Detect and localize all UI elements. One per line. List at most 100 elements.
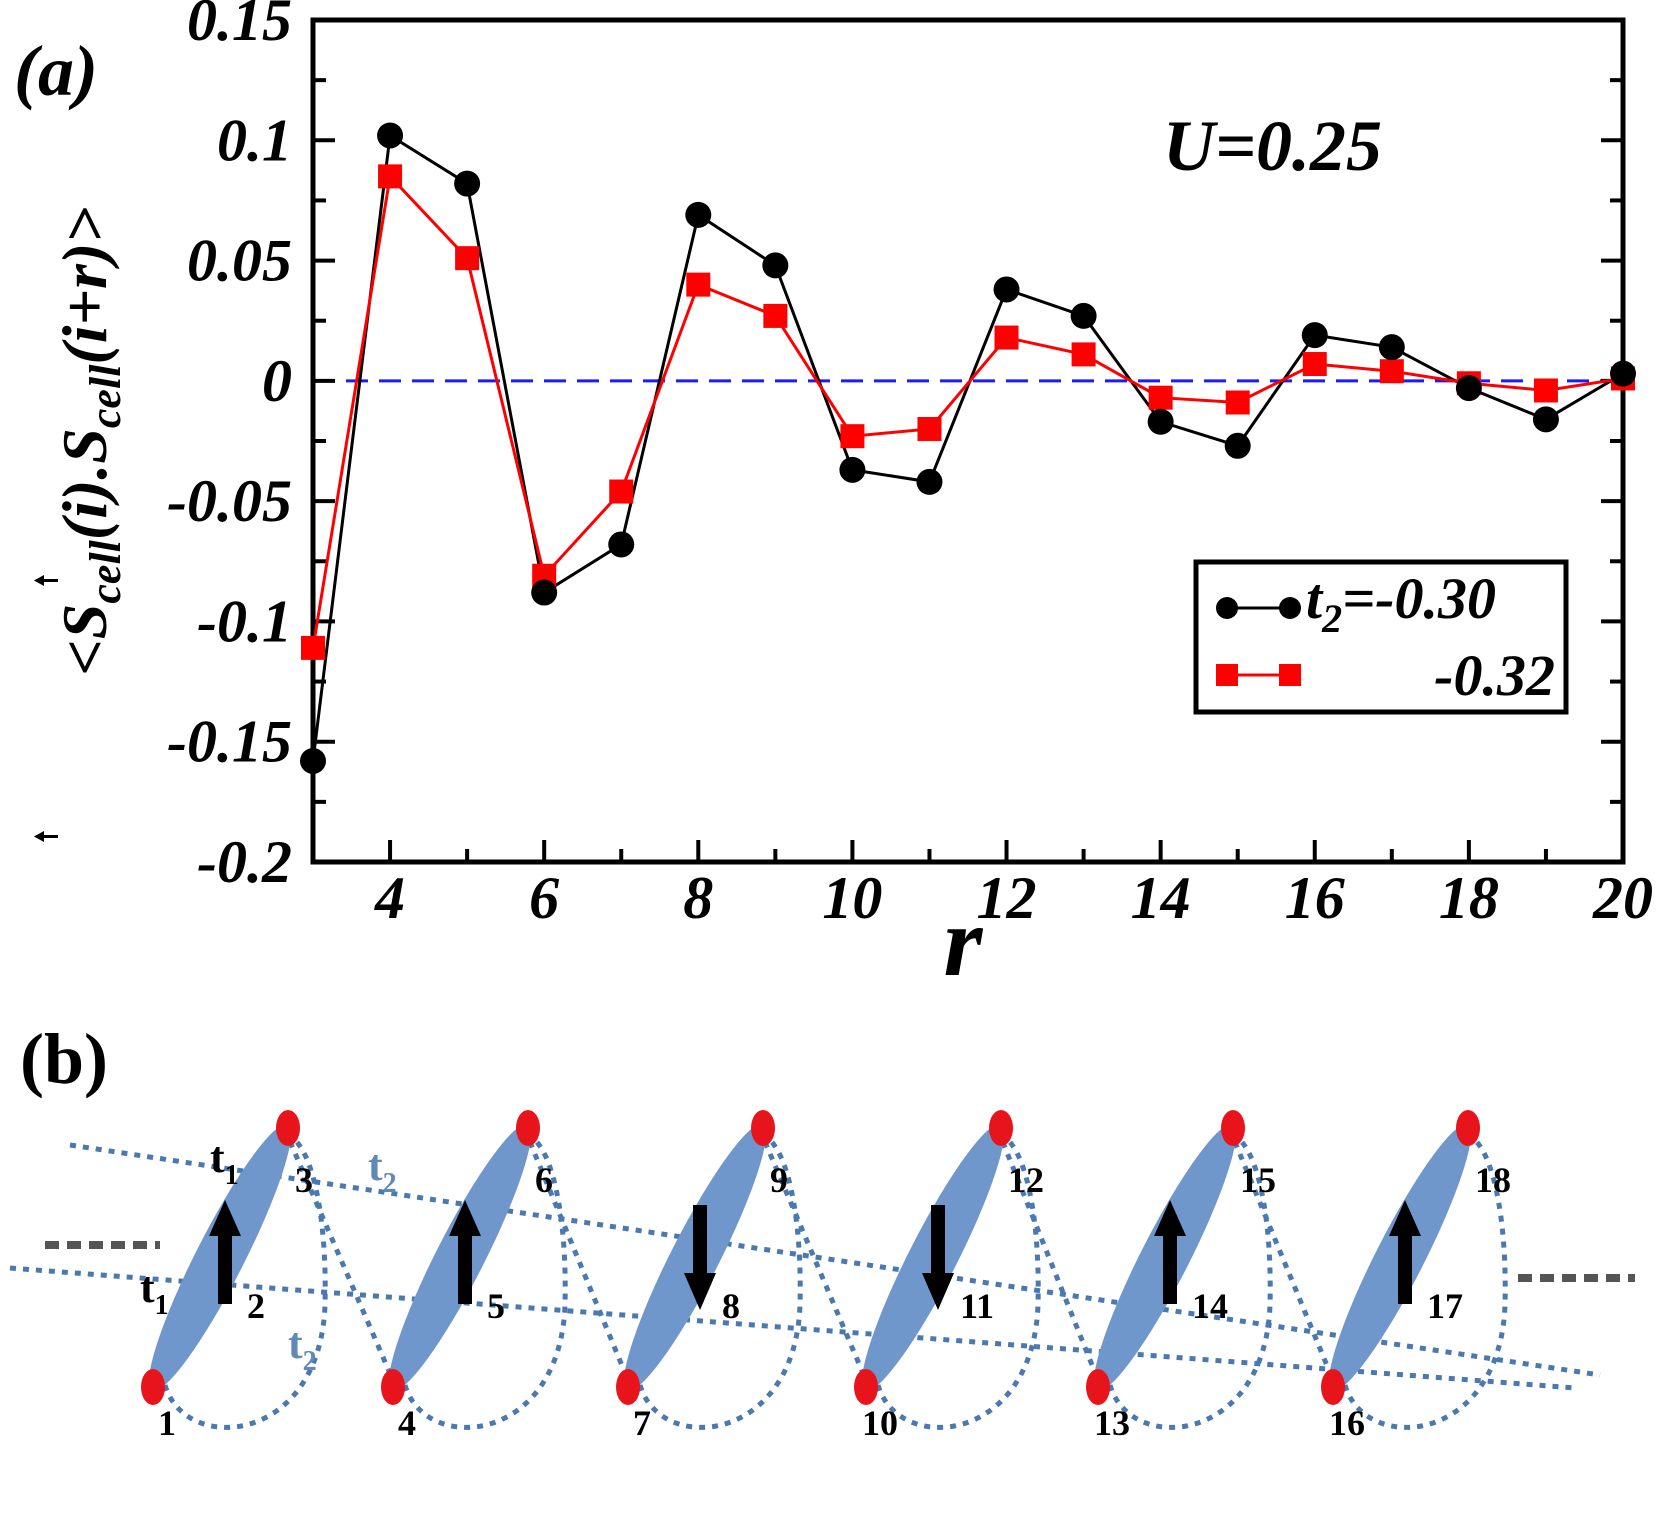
spin-up-arrow-icon <box>1389 1200 1421 1236</box>
hopping-label-t2-bottom: t2 <box>288 1319 317 1377</box>
panel-b-label: (b) <box>20 1019 108 1099</box>
intra-cell-loop-bond <box>1342 1138 1508 1430</box>
lattice-site <box>854 1369 878 1405</box>
hopping-label-t2-top: t2 <box>368 1141 397 1199</box>
legend-marker-black-circle <box>1216 597 1238 619</box>
spin-up-arrow-icon <box>1154 1200 1186 1236</box>
lattice-site <box>516 1110 540 1146</box>
y-tick-label: -0.1 <box>197 588 292 654</box>
ylabel-s2: S <box>49 428 120 464</box>
spin-down-arrow-icon <box>922 1273 954 1310</box>
data-point-series-2 <box>763 303 788 328</box>
legend-marker-black-circle <box>1279 597 1301 619</box>
legend-entry-1: t2=-0.30 <box>1306 566 1496 641</box>
data-point-series-2 <box>378 164 403 189</box>
legend-marker-red-square <box>1216 664 1238 686</box>
x-tick-label: 20 <box>1592 865 1653 931</box>
y-tick-label: -0.2 <box>197 829 292 895</box>
y-tick-label: 0.05 <box>187 228 292 294</box>
x-axis-label: r <box>944 886 984 997</box>
series-layer <box>300 122 1636 774</box>
spin-up-arrow-icon <box>1398 1232 1412 1304</box>
x-tick-label: 14 <box>1131 865 1191 931</box>
data-point-series-2 <box>1071 342 1096 367</box>
panel-a-chart: (a) 4 6 8 10 12 14 16 18 20 0.15 0.1 0.05 0 -0.05 -0.… <box>14 0 1653 997</box>
site-label: 7 <box>633 1403 651 1443</box>
panel-a-label: (a) <box>14 31 98 111</box>
legend-series-1-label: =-0.30 <box>1342 566 1496 631</box>
site-label: 14 <box>1192 1286 1228 1326</box>
data-point-series-1 <box>300 747 326 774</box>
site-label: 13 <box>1094 1403 1130 1443</box>
data-point-series-2 <box>301 635 325 660</box>
legend-series-2-label: -0.32 <box>1434 643 1555 708</box>
y-tick-label: 0.15 <box>187 0 292 53</box>
lattice-site <box>751 1110 775 1146</box>
spin-down-arrow-icon <box>693 1205 707 1277</box>
site-label: 17 <box>1427 1286 1463 1326</box>
ylabel-s1: S <box>49 604 120 640</box>
intra-cell-loop-bond <box>1107 1138 1273 1430</box>
legend: t2=-0.30 -0.32 <box>1193 559 1569 715</box>
svg-text:<Scell(i).Scell(i+r)>: <Scell(i).Scell(i+r)> <box>49 206 130 675</box>
y-axis-ticks <box>313 18 1623 864</box>
lattice-site <box>381 1369 405 1405</box>
data-point-series-1 <box>762 252 789 279</box>
ylabel-arg1: (i). <box>49 464 120 540</box>
spin-up-arrow-icon <box>218 1232 232 1304</box>
x-axis-ticks <box>311 840 1625 862</box>
y-tick-label: -0.05 <box>167 468 292 534</box>
data-point-series-1 <box>1532 406 1559 433</box>
data-point-series-1 <box>1610 360 1636 387</box>
data-point-series-1 <box>685 201 712 228</box>
site-label: 12 <box>1008 1160 1044 1200</box>
x-tick-label: 6 <box>529 865 559 931</box>
x-tick-label: 12 <box>977 865 1037 931</box>
ylabel-sub1: cell <box>81 539 130 603</box>
lattice-site <box>1221 1110 1245 1146</box>
data-point-series-2 <box>1379 359 1404 384</box>
site-label: 9 <box>770 1160 788 1200</box>
data-point-series-1 <box>1455 375 1482 402</box>
spin-up-arrow-icon <box>209 1200 241 1236</box>
site-label: 1 <box>158 1403 176 1443</box>
u-annotation: U=0.25 <box>1163 106 1382 186</box>
spin-up-arrow-icon <box>458 1232 472 1304</box>
intra-cell-loop-bond <box>162 1138 328 1430</box>
site-label: 11 <box>960 1286 994 1326</box>
spin-up-arrow-icon <box>449 1200 481 1236</box>
site-label: 6 <box>535 1160 553 1200</box>
data-point-series-1 <box>608 531 635 558</box>
y-tick-label: -0.15 <box>167 709 292 775</box>
data-point-series-2 <box>455 246 480 271</box>
x-tick-label: 18 <box>1439 865 1499 931</box>
data-point-series-2 <box>1533 378 1558 403</box>
site-label: 8 <box>722 1286 740 1326</box>
data-point-series-2 <box>994 325 1019 350</box>
intra-cell-loop-bond <box>637 1138 803 1430</box>
x-tick-label: 16 <box>1285 865 1345 931</box>
data-point-series-1 <box>1378 334 1405 361</box>
data-point-series-2 <box>1302 352 1327 377</box>
data-point-series-1 <box>1070 302 1097 329</box>
site-label: 16 <box>1329 1403 1365 1443</box>
x-tick-label: 8 <box>683 865 713 931</box>
lattice-site <box>616 1369 640 1405</box>
spin-up-arrow-icon <box>1163 1232 1177 1304</box>
site-label: 4 <box>398 1403 416 1443</box>
lattice-site <box>989 1110 1013 1146</box>
spin-down-arrow-icon <box>931 1205 945 1277</box>
data-point-series-1 <box>993 276 1020 303</box>
hopping-label-t1-top: t1 <box>210 1133 239 1191</box>
site-label: 15 <box>1240 1160 1276 1200</box>
data-point-series-1 <box>1301 322 1328 349</box>
site-label: 18 <box>1475 1160 1511 1200</box>
legend-t-symbol: t <box>1306 566 1324 631</box>
lattice-site <box>1086 1369 1110 1405</box>
data-point-series-2 <box>840 424 865 449</box>
data-point-series-1 <box>916 468 943 495</box>
data-point-series-2 <box>609 479 634 504</box>
data-point-series-2 <box>917 416 942 441</box>
